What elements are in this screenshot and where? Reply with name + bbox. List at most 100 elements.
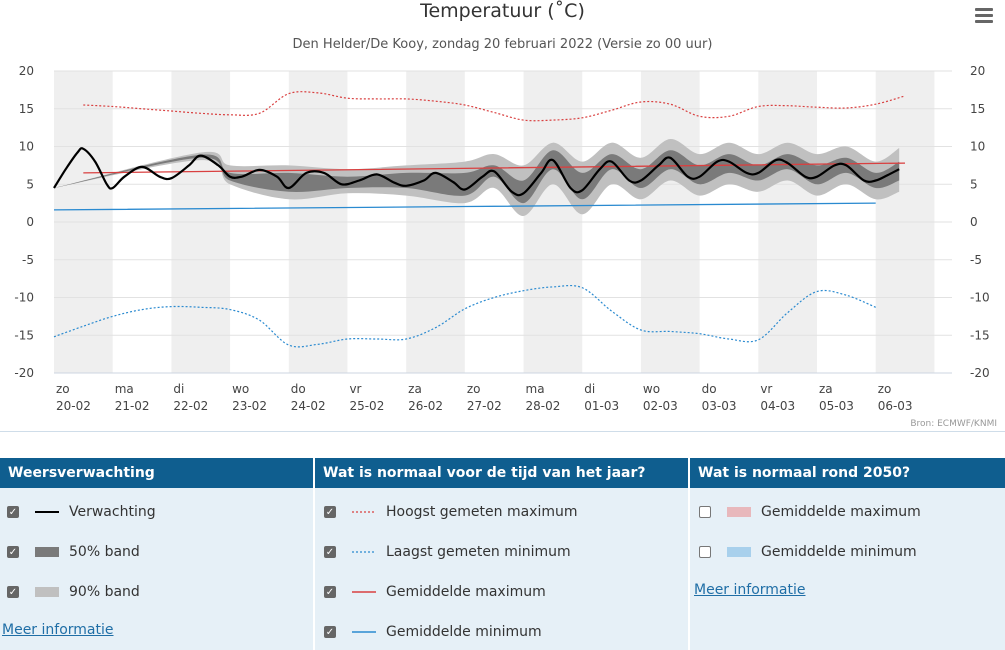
legend-col-normal: Wat is normaal voor de tijd van het jaar… bbox=[315, 458, 688, 650]
checkbox-unchecked-icon[interactable] bbox=[699, 506, 711, 518]
checkbox-checked-icon[interactable]: ✓ bbox=[324, 626, 336, 638]
series-hoogst-maximum bbox=[83, 91, 906, 122]
meer-informatie-link[interactable]: Meer informatie bbox=[694, 582, 806, 598]
x-tick-day: ma bbox=[526, 382, 545, 396]
legend-label: Gemiddelde minimum bbox=[386, 624, 542, 640]
legend-label: Laagst gemeten minimum bbox=[386, 544, 571, 560]
legend-item-hoogst-maximum[interactable]: ✓ Hoogst gemeten maximum bbox=[324, 502, 578, 522]
y-tick-label: -15 bbox=[14, 328, 34, 342]
line-swatch-icon bbox=[35, 511, 59, 513]
x-tick-day: zo bbox=[56, 382, 70, 396]
x-tick-date: 01-03 bbox=[584, 399, 619, 413]
legend-label: Gemiddelde maximum bbox=[761, 504, 921, 520]
legend-heading-normal: Wat is normaal voor de tijd van het jaar… bbox=[315, 458, 688, 488]
dotted-swatch-icon bbox=[352, 511, 376, 513]
legend-divider bbox=[313, 458, 315, 650]
box-swatch-icon bbox=[35, 587, 59, 597]
y-tick-label: 0 bbox=[26, 215, 34, 229]
series-verwachting bbox=[53, 147, 900, 197]
y-tick-label-right: 0 bbox=[970, 215, 978, 229]
x-tick-day: za bbox=[819, 382, 833, 396]
y-tick-label-right: 15 bbox=[970, 102, 985, 116]
x-tick-day: vr bbox=[349, 382, 361, 396]
legend-panel: Weersverwachting ✓ Verwachting ✓ 50% ban… bbox=[0, 458, 1005, 650]
x-tick-day: do bbox=[702, 382, 717, 396]
checkbox-checked-icon[interactable]: ✓ bbox=[7, 586, 19, 598]
y-tick-label: 10 bbox=[19, 140, 34, 154]
y-tick-label-right: 20 bbox=[970, 64, 985, 78]
x-tick-date: 24-02 bbox=[291, 399, 326, 413]
legend-item-2050-maximum[interactable]: Gemiddelde maximum bbox=[699, 502, 921, 522]
legend-label: Hoogst gemeten maximum bbox=[386, 504, 578, 520]
x-tick-date: 27-02 bbox=[467, 399, 502, 413]
meer-informatie-link[interactable]: Meer informatie bbox=[2, 622, 114, 638]
band-50 bbox=[54, 150, 900, 204]
temperature-chart: 20 20 15 15 10 10 5 5 0 0 -5 -5 -10 -10 -15 -15 -20 -20 zo… bbox=[14, 64, 990, 413]
x-tick-day: do bbox=[291, 382, 306, 396]
x-tick-day: di bbox=[584, 382, 595, 396]
line-swatch-icon bbox=[352, 591, 376, 593]
legend-label: Gemiddelde minimum bbox=[761, 544, 917, 560]
box-swatch-icon bbox=[727, 507, 751, 517]
legend-heading-forecast: Weersverwachting bbox=[0, 458, 313, 488]
x-tick-date: 03-03 bbox=[702, 399, 737, 413]
legend-item-laagst-minimum[interactable]: ✓ Laagst gemeten minimum bbox=[324, 542, 571, 562]
y-tick-label: 20 bbox=[19, 64, 34, 78]
x-tick-date: 21-02 bbox=[115, 399, 150, 413]
legend-heading-2050: Wat is normaal rond 2050? bbox=[690, 458, 1005, 488]
y-tick-label-right: -5 bbox=[970, 253, 982, 267]
x-tick-day: zo bbox=[467, 382, 481, 396]
y-tick-label-right: 5 bbox=[970, 177, 978, 191]
y-tick-label-right: -15 bbox=[970, 328, 990, 342]
box-swatch-icon bbox=[35, 547, 59, 557]
x-tick-day: za bbox=[408, 382, 422, 396]
x-tick-date: 05-03 bbox=[819, 399, 854, 413]
x-tick-day: wo bbox=[643, 382, 660, 396]
x-tick-date: 06-03 bbox=[878, 399, 913, 413]
legend-label: Verwachting bbox=[69, 504, 156, 520]
y-tick-label: -20 bbox=[14, 366, 34, 380]
legend-col-2050: Wat is normaal rond 2050? Gemiddelde max… bbox=[690, 458, 1005, 650]
y-tick-label: -5 bbox=[22, 253, 34, 267]
legend-item-50-band[interactable]: ✓ 50% band bbox=[7, 542, 140, 562]
checkbox-checked-icon[interactable]: ✓ bbox=[7, 506, 19, 518]
legend-divider bbox=[688, 458, 690, 650]
checkbox-checked-icon[interactable]: ✓ bbox=[324, 546, 336, 558]
line-swatch-icon bbox=[352, 631, 376, 633]
legend-item-verwachting[interactable]: ✓ Verwachting bbox=[7, 502, 156, 522]
checkbox-checked-icon[interactable]: ✓ bbox=[7, 546, 19, 558]
x-tick-day: zo bbox=[878, 382, 892, 396]
legend-item-90-band[interactable]: ✓ 90% band bbox=[7, 582, 140, 602]
legend-label: Gemiddelde maximum bbox=[386, 584, 546, 600]
y-tick-label-right: -10 bbox=[970, 291, 990, 305]
x-tick-date: 26-02 bbox=[408, 399, 443, 413]
legend-label: 50% band bbox=[69, 544, 140, 560]
menu-icon[interactable] bbox=[975, 8, 993, 24]
x-tick-date: 02-03 bbox=[643, 399, 678, 413]
series-gem-minimum bbox=[53, 202, 876, 211]
y-tick-label-right: -20 bbox=[970, 366, 990, 380]
y-tick-label: -10 bbox=[14, 291, 34, 305]
x-tick-date: 23-02 bbox=[232, 399, 267, 413]
source-credit: Bron: ECMWF/KNMI bbox=[910, 419, 997, 429]
checkbox-unchecked-icon[interactable] bbox=[699, 546, 711, 558]
legend-col-forecast: Weersverwachting ✓ Verwachting ✓ 50% ban… bbox=[0, 458, 313, 650]
y-tick-label: 15 bbox=[19, 102, 34, 116]
divider bbox=[0, 431, 1005, 432]
checkbox-checked-icon[interactable]: ✓ bbox=[324, 506, 336, 518]
legend-label: 90% band bbox=[69, 584, 140, 600]
legend-item-gem-maximum[interactable]: ✓ Gemiddelde maximum bbox=[324, 582, 546, 602]
legend-item-2050-minimum[interactable]: Gemiddelde minimum bbox=[699, 542, 917, 562]
chart-title: Temperatuur (˚C) bbox=[420, 0, 585, 22]
legend-item-gem-minimum[interactable]: ✓ Gemiddelde minimum bbox=[324, 622, 542, 642]
x-tick-date: 25-02 bbox=[349, 399, 384, 413]
x-tick-day: ma bbox=[115, 382, 134, 396]
checkbox-checked-icon[interactable]: ✓ bbox=[324, 586, 336, 598]
box-swatch-icon bbox=[727, 547, 751, 557]
chart-subtitle: Den Helder/De Kooy, zondag 20 februari 2… bbox=[292, 37, 713, 52]
x-tick-date: 20-02 bbox=[56, 399, 91, 413]
x-tick-day: vr bbox=[760, 382, 772, 396]
y-tick-label: 5 bbox=[26, 177, 34, 191]
x-tick-date: 28-02 bbox=[526, 399, 561, 413]
x-tick-date: 22-02 bbox=[173, 399, 208, 413]
